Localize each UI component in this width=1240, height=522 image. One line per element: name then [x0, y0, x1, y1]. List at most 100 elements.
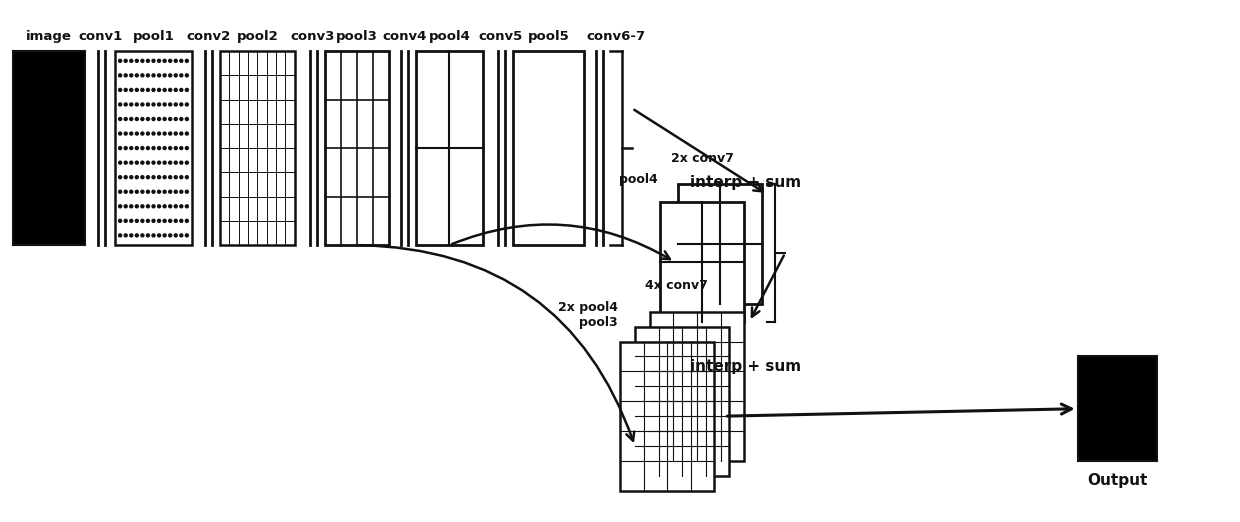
- Circle shape: [124, 161, 128, 164]
- Circle shape: [124, 205, 128, 208]
- Text: Output: Output: [1087, 473, 1147, 488]
- Bar: [620, 341, 714, 491]
- Circle shape: [157, 117, 160, 121]
- Circle shape: [130, 60, 133, 62]
- Bar: [1078, 357, 1157, 461]
- Circle shape: [153, 147, 155, 150]
- Circle shape: [180, 74, 182, 77]
- Circle shape: [175, 132, 177, 135]
- Circle shape: [175, 234, 177, 237]
- Circle shape: [185, 219, 188, 222]
- Circle shape: [175, 161, 177, 164]
- Circle shape: [169, 219, 171, 222]
- Circle shape: [141, 117, 144, 121]
- Circle shape: [169, 234, 171, 237]
- Circle shape: [141, 103, 144, 106]
- Circle shape: [164, 103, 166, 106]
- Circle shape: [130, 219, 133, 222]
- Circle shape: [185, 103, 188, 106]
- Bar: [650, 312, 744, 461]
- Circle shape: [135, 161, 139, 164]
- Circle shape: [135, 205, 139, 208]
- Circle shape: [157, 161, 160, 164]
- Circle shape: [164, 161, 166, 164]
- Circle shape: [175, 88, 177, 91]
- Text: 2x conv7: 2x conv7: [671, 151, 734, 164]
- Circle shape: [157, 60, 160, 62]
- Circle shape: [130, 74, 133, 77]
- Circle shape: [157, 88, 160, 91]
- Circle shape: [119, 234, 122, 237]
- Text: 4x conv7: 4x conv7: [645, 279, 708, 292]
- Text: conv3: conv3: [290, 30, 335, 43]
- Circle shape: [185, 161, 188, 164]
- Circle shape: [180, 161, 182, 164]
- Circle shape: [180, 132, 182, 135]
- Circle shape: [135, 147, 139, 150]
- Circle shape: [119, 176, 122, 179]
- Circle shape: [124, 147, 128, 150]
- Circle shape: [119, 190, 122, 193]
- Circle shape: [141, 88, 144, 91]
- Circle shape: [119, 88, 122, 91]
- Circle shape: [146, 205, 150, 208]
- Circle shape: [124, 132, 128, 135]
- Circle shape: [185, 60, 188, 62]
- Circle shape: [175, 60, 177, 62]
- Circle shape: [124, 103, 128, 106]
- Circle shape: [185, 234, 188, 237]
- Text: pool4: pool4: [429, 30, 470, 43]
- Circle shape: [164, 74, 166, 77]
- Circle shape: [164, 147, 166, 150]
- Circle shape: [153, 219, 155, 222]
- Text: image: image: [26, 30, 72, 43]
- Circle shape: [124, 88, 128, 91]
- Circle shape: [164, 219, 166, 222]
- Text: pool1: pool1: [133, 30, 175, 43]
- Bar: [115, 51, 192, 245]
- Circle shape: [141, 161, 144, 164]
- Text: conv6-7: conv6-7: [587, 30, 646, 43]
- Circle shape: [130, 88, 133, 91]
- Circle shape: [141, 60, 144, 62]
- Circle shape: [164, 88, 166, 91]
- Text: conv5: conv5: [479, 30, 523, 43]
- Circle shape: [169, 161, 171, 164]
- Circle shape: [146, 147, 150, 150]
- Circle shape: [119, 74, 122, 77]
- Circle shape: [164, 205, 166, 208]
- Circle shape: [180, 190, 182, 193]
- Circle shape: [185, 147, 188, 150]
- Text: conv2: conv2: [186, 30, 231, 43]
- Circle shape: [153, 205, 155, 208]
- Circle shape: [164, 117, 166, 121]
- Circle shape: [135, 60, 139, 62]
- Circle shape: [141, 132, 144, 135]
- Circle shape: [169, 60, 171, 62]
- Circle shape: [157, 147, 160, 150]
- Circle shape: [146, 103, 150, 106]
- Circle shape: [157, 190, 160, 193]
- Circle shape: [180, 117, 182, 121]
- Circle shape: [180, 88, 182, 91]
- Circle shape: [157, 132, 160, 135]
- Circle shape: [175, 117, 177, 121]
- Circle shape: [157, 219, 160, 222]
- Circle shape: [153, 60, 155, 62]
- Circle shape: [153, 190, 155, 193]
- Circle shape: [169, 132, 171, 135]
- Circle shape: [180, 103, 182, 106]
- Circle shape: [169, 88, 171, 91]
- Circle shape: [164, 60, 166, 62]
- Circle shape: [135, 190, 139, 193]
- Circle shape: [157, 103, 160, 106]
- Circle shape: [119, 103, 122, 106]
- Circle shape: [169, 74, 171, 77]
- Circle shape: [130, 147, 133, 150]
- Circle shape: [146, 74, 150, 77]
- Bar: [635, 327, 729, 476]
- Circle shape: [146, 117, 150, 121]
- Circle shape: [164, 132, 166, 135]
- Circle shape: [130, 161, 133, 164]
- Circle shape: [130, 205, 133, 208]
